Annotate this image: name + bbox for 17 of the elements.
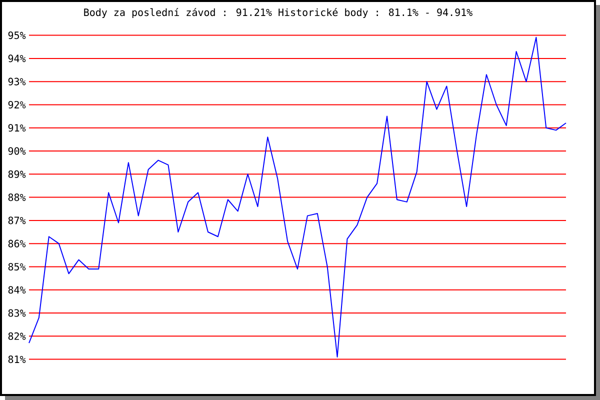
y-tick-label: 83% [8, 309, 26, 317]
line-series [28, 36, 567, 358]
y-tick-label: 95% [8, 32, 26, 40]
y-tick-label: 90% [8, 147, 26, 155]
y-tick-label: 91% [8, 124, 26, 132]
y-tick-label: 82% [8, 332, 26, 340]
y-tick-label: 93% [8, 78, 26, 86]
y-tick-label: 92% [8, 100, 26, 109]
y-tick-label: 94% [8, 54, 26, 62]
y-tick-label: 88% [8, 194, 26, 202]
y-tick-label: 87% [8, 216, 26, 224]
chart-title: Body za poslední závod : 91.21% Historické body : 81.1% - 94.91% [84, 8, 472, 18]
y-tick-label: 86% [8, 240, 26, 248]
y-tick-label: 89% [8, 170, 26, 178]
y-tick-label: 81% [8, 356, 26, 364]
y-tick-label: 84% [8, 286, 26, 294]
y-tick-label: 85% [8, 262, 26, 271]
